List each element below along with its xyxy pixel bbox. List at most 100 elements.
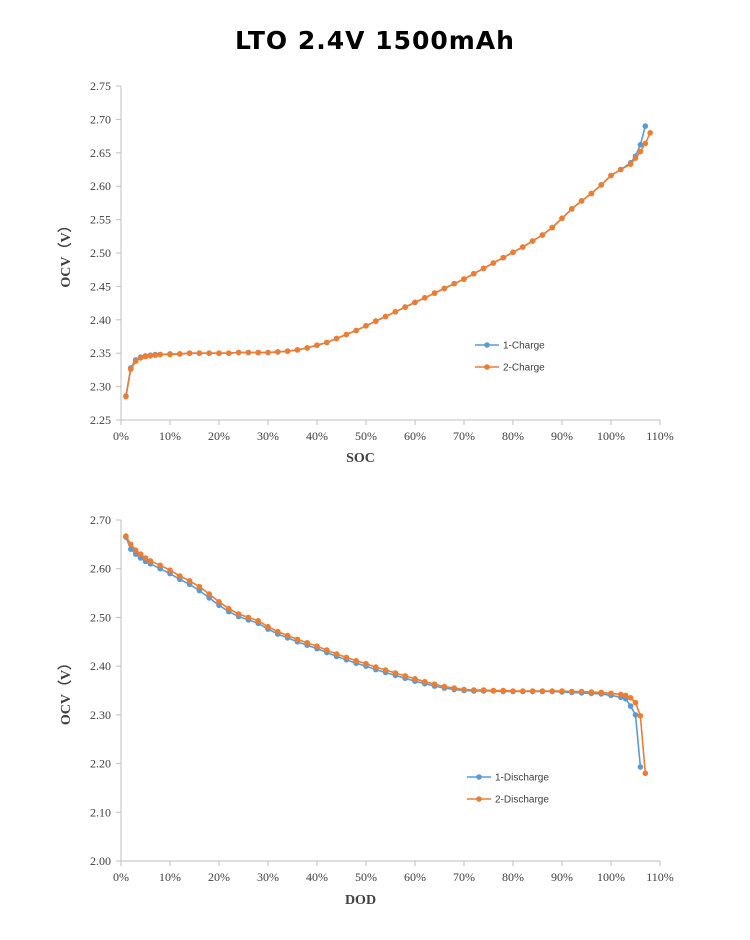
y-tick-label: 2.20 [90, 757, 111, 771]
y-tick-label: 2.65 [90, 146, 111, 160]
x-tick-label: 20% [208, 429, 230, 443]
series-2-point [324, 339, 330, 346]
series-2-point [324, 647, 330, 653]
series-2-point [167, 567, 173, 573]
series-2-point [490, 260, 497, 266]
series-2-point [123, 533, 129, 539]
series-2-point [294, 347, 301, 353]
series-2-point [490, 687, 497, 694]
y-tick-label: 2.30 [90, 708, 111, 722]
series-2-point [441, 285, 448, 292]
series-2-point [569, 206, 575, 212]
y-tick-label: 2.00 [90, 854, 111, 868]
series-2-point [642, 140, 649, 147]
series-2-point [529, 688, 536, 694]
x-tick-label: 60% [404, 429, 426, 443]
series-2-point [132, 547, 139, 553]
series-2-point [392, 670, 399, 676]
x-tick-label: 50% [355, 870, 377, 884]
series-2-point [598, 182, 604, 188]
series-2-point [441, 683, 448, 690]
series-2-point [142, 555, 149, 561]
series-2-point [157, 351, 163, 358]
series-2-point [559, 215, 565, 222]
series-2-point [510, 249, 516, 256]
series-2-point [500, 254, 507, 261]
x-axis-title: SOC [346, 451, 375, 466]
series-2-point [235, 611, 242, 617]
series-2-point [373, 664, 379, 670]
series-2-point [226, 350, 232, 357]
series-2-point [480, 265, 487, 272]
series-2-point [265, 623, 271, 630]
x-tick-label: 100% [597, 870, 625, 884]
series-2-point [137, 355, 144, 361]
x-tick-label: 80% [502, 870, 524, 884]
series-2-point [363, 660, 369, 667]
y-tick-label: 2.35 [90, 346, 111, 360]
y-tick-label: 2.70 [90, 513, 111, 527]
x-tick-label: 40% [306, 870, 328, 884]
x-tick-label: 50% [355, 429, 377, 443]
series-2-line [125, 535, 647, 774]
series-2-point [559, 688, 565, 694]
x-tick-label: 80% [502, 429, 524, 443]
series-1-point [632, 712, 639, 718]
series-2-point [132, 358, 139, 365]
series-2-point [608, 172, 614, 179]
series-2-point [539, 232, 546, 238]
y-tick-label: 2.60 [90, 179, 111, 193]
x-tick-label: 70% [453, 429, 475, 443]
series-2-point [142, 353, 149, 360]
x-tick-label: 30% [257, 870, 279, 884]
series-2-point [265, 349, 271, 356]
series-2-point [412, 299, 418, 306]
series-2-point [608, 690, 614, 697]
series-2-point [363, 323, 369, 329]
series-2-point [275, 349, 281, 355]
series-2-point [627, 161, 634, 167]
series-1-point [196, 587, 203, 594]
series-2-point [206, 350, 212, 357]
series-2-point [147, 558, 154, 564]
legend-marker-2 [476, 796, 482, 802]
legend-label-2: 2-Charge [503, 363, 545, 374]
series-2-point [422, 678, 428, 685]
series-2-point [598, 689, 604, 696]
series-2-point [431, 290, 438, 296]
series-2-point [402, 304, 409, 310]
series-2-point [275, 628, 281, 635]
legend-label-1: 1-Charge [503, 341, 545, 352]
page-title: LTO 2.4V 1500mAh [235, 26, 515, 55]
y-tick-label: 2.60 [90, 562, 111, 576]
x-tick-label: 0% [113, 870, 129, 884]
series-2-point [137, 551, 144, 557]
series-2-point [529, 238, 536, 244]
series-2-point [353, 327, 360, 334]
x-tick-label: 0% [113, 429, 129, 443]
series-2-point [578, 688, 585, 695]
series-2-point [632, 699, 639, 706]
x-tick-label: 100% [597, 429, 625, 443]
series-2-point [206, 591, 212, 597]
series-2-point [226, 605, 232, 612]
y-tick-label: 2.40 [90, 659, 111, 673]
series-2-point [235, 349, 242, 356]
series-2-point [152, 352, 159, 359]
series-2-point [333, 335, 340, 342]
series-1-point [637, 142, 644, 148]
series-2-point [353, 658, 360, 664]
series-2-point [245, 614, 252, 621]
series-2-line [125, 132, 651, 397]
series-2-point [549, 688, 555, 694]
y-tick-label: 2.25 [90, 413, 111, 427]
y-tick-label: 2.70 [90, 112, 111, 126]
series-2-point [618, 691, 624, 698]
series-2-point [461, 276, 467, 282]
series-2-point [157, 562, 163, 569]
series-2-point [549, 224, 555, 231]
y-tick-label: 2.50 [90, 246, 111, 260]
series-2-point [128, 366, 134, 373]
x-tick-label: 60% [404, 870, 426, 884]
series-2-point [255, 349, 261, 356]
